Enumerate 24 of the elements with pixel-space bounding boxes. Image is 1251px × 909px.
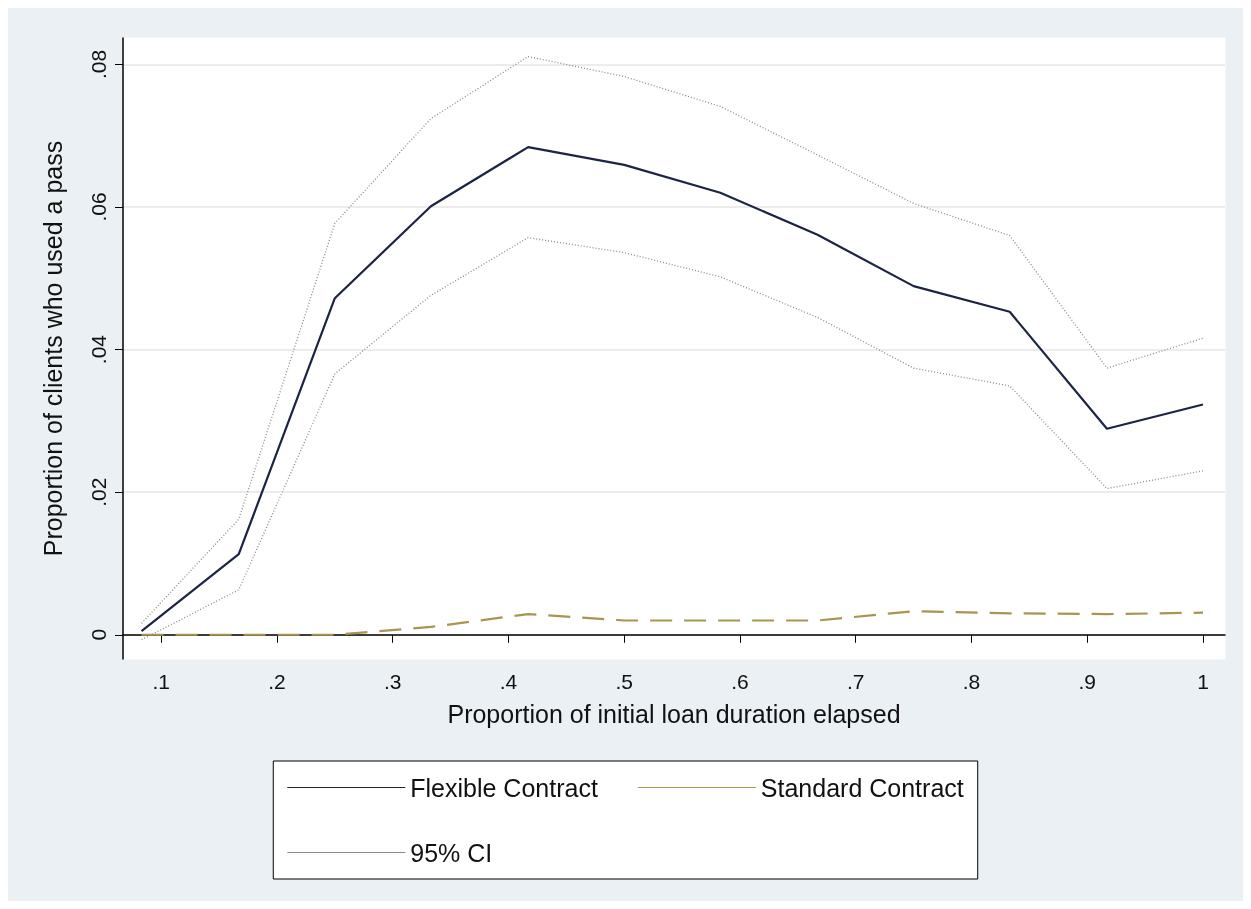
x-tick-label: .8	[962, 670, 981, 693]
x-tick-label: .4	[499, 670, 518, 693]
legend-label: Standard Contract	[760, 773, 964, 802]
x-tick-label: .5	[615, 670, 633, 693]
line-series	[140, 145, 1205, 633]
x-tick-label: .2	[268, 670, 286, 693]
x-tick-label: .9	[1078, 670, 1097, 693]
legend-label: Flexible Contract	[410, 773, 598, 802]
y-tick-label: .02	[87, 477, 110, 507]
y-tick-label: .08	[87, 49, 110, 79]
y-tick-label: .06	[87, 192, 110, 222]
x-tick-label: .1	[152, 670, 170, 693]
legend-label: 95% CI	[410, 838, 493, 867]
line-series	[140, 236, 1204, 641]
x-tick-label: 1	[1197, 670, 1209, 693]
x-tick-label: .3	[383, 670, 402, 693]
y-tick-label: 0	[87, 628, 110, 641]
x-axis-title: Proportion of initial loan duration elapsed	[447, 699, 901, 728]
x-tick-label: .6	[731, 670, 749, 693]
x-tick-label: .7	[846, 670, 865, 693]
line-series	[140, 610, 1205, 636]
line-series	[140, 55, 1204, 624]
y-tick-label: .04	[87, 334, 110, 365]
y-axis-title: Proportion of clients who used a pass	[38, 140, 67, 557]
